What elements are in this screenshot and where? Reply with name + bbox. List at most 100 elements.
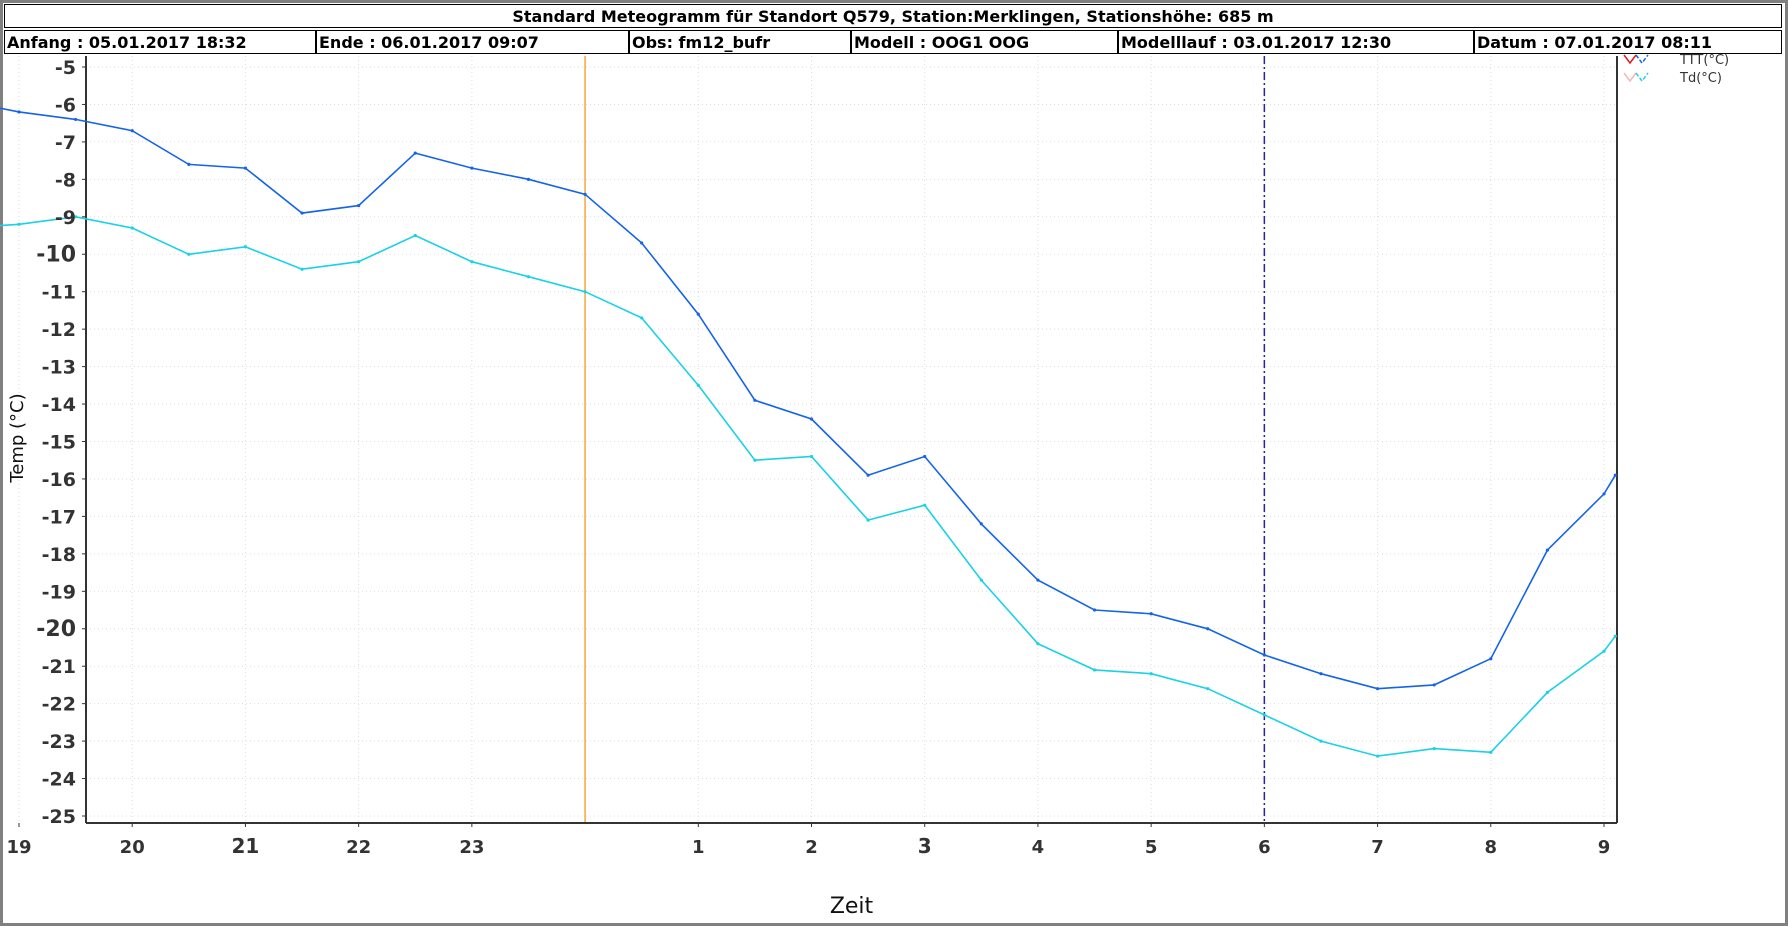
- data-point: [470, 166, 474, 170]
- legend-entry: Td(°C): [1623, 71, 1722, 86]
- legend-label: TTT(°C): [1679, 53, 1729, 68]
- x-tick-label: 9: [1598, 837, 1611, 858]
- y-tick-label: -25: [42, 806, 76, 828]
- legend-swatch: [1635, 72, 1649, 83]
- series-line-ttt: [0, 107, 1616, 690]
- meteogram-frame: Standard Meteogramm für Standort Q579, S…: [3, 3, 1785, 923]
- data-point: [243, 166, 248, 170]
- data-point: [1092, 668, 1097, 672]
- data-point: [1092, 608, 1097, 612]
- data-point: [1149, 672, 1153, 676]
- info-model: Modell : OOG1 OOG: [851, 30, 1118, 54]
- info-model-run: Modelllauf : 03.01.2017 12:30: [1118, 30, 1474, 54]
- data-point: [187, 252, 191, 256]
- data-point: [74, 215, 78, 219]
- time-markers: [584, 56, 1266, 823]
- grid: [18, 56, 1617, 823]
- y-tick-label: -14: [42, 394, 76, 416]
- data-point: [300, 211, 304, 215]
- data-point: [583, 290, 587, 294]
- data-point: [1262, 653, 1266, 657]
- data-point: [866, 518, 870, 522]
- data-point: [1602, 649, 1606, 653]
- data-point: [17, 110, 21, 114]
- data-point: [1432, 746, 1436, 751]
- y-tick-label: -11: [42, 282, 76, 304]
- y-tick-label: -15: [42, 432, 76, 454]
- info-start: Anfang : 05.01.2017 18:32: [4, 30, 316, 54]
- data-point: [753, 398, 757, 402]
- x-tick-label: 23: [459, 837, 484, 858]
- data-point: [1375, 687, 1380, 691]
- x-axis-label: Zeit: [830, 894, 874, 919]
- y-tick-label: -22: [42, 694, 76, 716]
- y-tick-label: -24: [42, 769, 76, 791]
- data-point: [583, 192, 587, 196]
- y-tick-label: -19: [42, 581, 76, 603]
- data-point: [1149, 612, 1153, 616]
- data-point: [1036, 578, 1040, 582]
- data-point: [357, 203, 361, 208]
- data-point: [1375, 754, 1380, 758]
- data-point: [640, 316, 644, 320]
- x-tick-label: 20: [120, 837, 145, 858]
- info-date: Datum : 07.01.2017 08:11: [1474, 30, 1782, 54]
- y-tick-label: -6: [55, 94, 76, 116]
- x-tick-label: 3: [918, 834, 932, 858]
- data-point: [470, 260, 474, 264]
- chart-title: Standard Meteogramm für Standort Q579, S…: [4, 4, 1782, 28]
- y-tick-label: -9: [55, 207, 76, 229]
- y-tick-label: -23: [42, 731, 76, 753]
- y-tick-label: -18: [42, 544, 76, 566]
- data-point: [357, 260, 361, 264]
- info-bar: Anfang : 05.01.2017 18:32 Ende : 06.01.2…: [4, 30, 1782, 54]
- x-tick-label: 5: [1145, 837, 1158, 858]
- data-point: [1319, 672, 1323, 676]
- data-point: [640, 241, 644, 245]
- y-tick-label: -13: [42, 357, 76, 379]
- data-point: [923, 454, 927, 459]
- legend-label: Td(°C): [1679, 71, 1722, 86]
- legend-entry: TTT(°C): [1623, 53, 1729, 68]
- y-tick-label: -20: [36, 617, 76, 642]
- x-tick-label: 1: [692, 837, 705, 858]
- data-point: [413, 233, 417, 238]
- legend-swatch: [1623, 54, 1637, 65]
- data-point: [1432, 683, 1436, 687]
- info-end: Ende : 06.01.2017 09:07: [316, 30, 629, 54]
- data-point: [526, 275, 531, 279]
- tick-labels: -5 -6 -7 -8 -9 -10 -11 -12 -13 -14 -15 -16 -17 -18 -19…: [6, 57, 1610, 858]
- data-point: [1036, 642, 1040, 646]
- data-point: [74, 117, 78, 122]
- data-point: [300, 267, 304, 271]
- data-point: [243, 245, 248, 249]
- y-tick-label: -7: [55, 132, 76, 154]
- x-tick-label: 21: [232, 834, 260, 858]
- data-point: [1262, 713, 1266, 717]
- x-tick-label: 4: [1032, 837, 1045, 858]
- data-point: [1206, 687, 1210, 691]
- info-obs: Obs: fm12_bufr: [629, 30, 851, 54]
- data-point: [1602, 492, 1606, 496]
- data-point: [696, 312, 700, 316]
- data-point: [526, 177, 531, 181]
- y-axis-label: Temp (°C): [7, 393, 28, 483]
- series-line-td: [0, 215, 1616, 757]
- data-point: [923, 503, 927, 507]
- legend-swatch: [1635, 54, 1649, 65]
- y-tick-label: -21: [42, 656, 76, 678]
- y-tick-label: -16: [42, 469, 76, 491]
- data-point: [17, 222, 21, 226]
- data-point: [753, 458, 757, 462]
- data-point: [1545, 548, 1549, 552]
- data-point: [809, 454, 814, 459]
- data-point: [1613, 473, 1617, 477]
- x-tick-label: 19: [6, 837, 31, 858]
- x-tick-label: 6: [1258, 837, 1271, 858]
- data-point: [1613, 634, 1617, 638]
- data-point: [979, 578, 983, 582]
- legend: TTT(°C) Td(°C): [1623, 53, 1729, 86]
- data-point: [1206, 627, 1210, 631]
- x-tick-label: 8: [1485, 837, 1498, 858]
